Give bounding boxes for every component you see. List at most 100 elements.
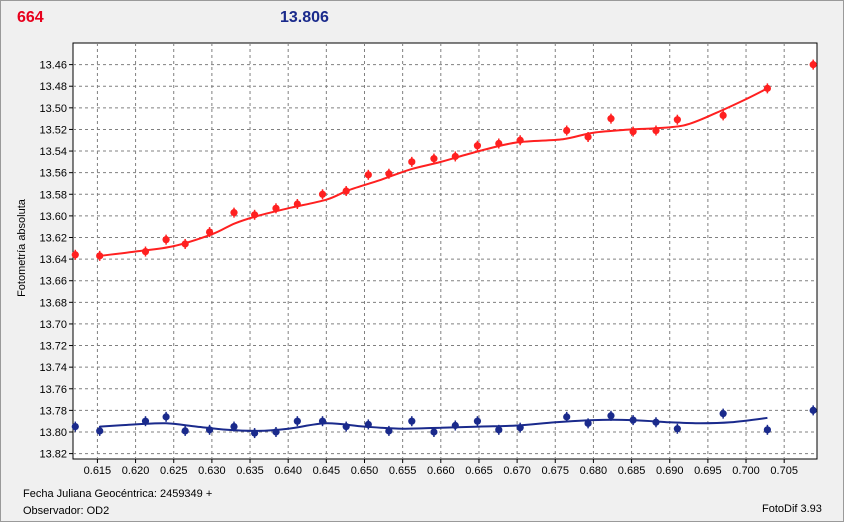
data-point xyxy=(607,113,615,124)
plot-area xyxy=(72,42,818,460)
data-point xyxy=(141,246,150,257)
y-axis-ticks: 13.46 13.48 13.50 13.52 13.54 13.56 13.58 13.60… xyxy=(39,60,73,461)
data-point xyxy=(205,424,214,435)
data-point xyxy=(584,418,592,429)
data-point xyxy=(71,421,79,432)
x-tick-label: 0.645 xyxy=(313,465,341,477)
data-point xyxy=(141,416,150,427)
data-point xyxy=(272,203,280,214)
data-point xyxy=(162,411,170,422)
x-tick-label: 0.615 xyxy=(84,465,112,477)
x-tick-label: 0.690 xyxy=(656,465,684,477)
y-tick-label: 13.82 xyxy=(39,449,67,461)
data-point xyxy=(272,426,280,437)
y-tick-label: 13.74 xyxy=(39,362,67,374)
data-point xyxy=(451,420,459,431)
y-tick-label: 13.52 xyxy=(39,124,67,136)
data-point xyxy=(251,209,259,220)
y-tick-label: 13.60 xyxy=(39,211,67,223)
data-point xyxy=(563,411,571,422)
data-point xyxy=(809,59,817,70)
data-point xyxy=(652,417,660,428)
data-point xyxy=(162,234,170,245)
julian-date-label: Fecha Juliana Geocéntrica: 2459349 + xyxy=(23,488,213,500)
y-tick-label: 13.62 xyxy=(39,232,67,244)
x-tick-label: 0.685 xyxy=(618,465,646,477)
y-tick-label: 13.68 xyxy=(39,297,67,309)
observer-label: Observador: OD2 xyxy=(23,505,110,517)
data-point xyxy=(364,419,372,430)
data-point xyxy=(629,415,637,426)
data-point xyxy=(385,168,393,179)
y-tick-label: 13.70 xyxy=(39,319,67,331)
data-point xyxy=(719,110,727,121)
x-axis-ticks: 0.615 0.620 0.625 0.630 0.635 0.640 0.645 0.650… xyxy=(84,459,798,477)
data-point xyxy=(251,428,259,439)
data-point xyxy=(673,114,681,125)
y-tick-label: 13.76 xyxy=(39,384,67,396)
data-point xyxy=(473,140,482,151)
y-tick-label: 13.58 xyxy=(39,189,67,201)
data-points xyxy=(71,59,817,439)
x-tick-label: 0.705 xyxy=(770,465,798,477)
data-point xyxy=(430,153,438,164)
data-point xyxy=(318,416,327,427)
data-point xyxy=(673,423,681,434)
data-point xyxy=(629,126,637,137)
fit-curve-1 xyxy=(99,416,768,432)
data-point xyxy=(293,198,301,209)
y-tick-label: 13.50 xyxy=(39,103,67,115)
data-point xyxy=(71,249,79,260)
reference-magnitude-label: 13.806 xyxy=(280,9,329,26)
data-point xyxy=(451,151,459,162)
data-point xyxy=(473,416,482,427)
data-point xyxy=(364,169,372,180)
data-point xyxy=(809,405,817,416)
data-point xyxy=(516,422,524,433)
data-point xyxy=(563,125,571,136)
x-tick-label: 0.675 xyxy=(541,465,569,477)
x-tick-label: 0.630 xyxy=(198,465,226,477)
fit-curve-0 xyxy=(99,87,768,257)
y-tick-label: 13.72 xyxy=(39,341,67,353)
x-tick-label: 0.635 xyxy=(236,465,264,477)
data-point xyxy=(205,227,214,238)
data-point xyxy=(96,425,104,436)
data-point xyxy=(495,138,503,149)
target-id-label: 664 xyxy=(17,9,44,26)
x-tick-label: 0.665 xyxy=(465,465,493,477)
data-point xyxy=(293,416,301,427)
data-point xyxy=(385,425,393,436)
x-tick-label: 0.695 xyxy=(694,465,722,477)
data-point xyxy=(342,421,350,432)
data-point xyxy=(230,421,238,432)
x-tick-label: 0.650 xyxy=(351,465,379,477)
data-point xyxy=(96,250,104,261)
data-point xyxy=(408,416,416,427)
data-point xyxy=(318,189,327,200)
y-tick-label: 13.80 xyxy=(39,427,67,439)
data-point xyxy=(607,410,615,421)
x-tick-label: 0.625 xyxy=(160,465,188,477)
x-tick-label: 0.655 xyxy=(389,465,417,477)
data-point xyxy=(408,156,416,167)
y-tick-label: 13.64 xyxy=(39,254,67,266)
grid-lines xyxy=(73,43,817,459)
app-version-label: FotoDif 3.93 xyxy=(762,503,822,515)
x-tick-label: 0.680 xyxy=(580,465,608,477)
x-tick-label: 0.620 xyxy=(122,465,150,477)
data-point xyxy=(652,125,660,136)
data-point xyxy=(584,132,592,143)
y-tick-label: 13.54 xyxy=(39,146,67,158)
y-tick-label: 13.56 xyxy=(39,168,67,180)
data-point xyxy=(763,424,772,435)
data-point xyxy=(230,207,238,218)
x-tick-label: 0.670 xyxy=(503,465,531,477)
data-point xyxy=(430,426,438,437)
y-tick-label: 13.66 xyxy=(39,276,67,288)
data-point xyxy=(516,135,524,146)
data-point xyxy=(763,83,772,94)
x-tick-label: 0.660 xyxy=(427,465,455,477)
y-tick-label: 13.48 xyxy=(39,81,67,93)
